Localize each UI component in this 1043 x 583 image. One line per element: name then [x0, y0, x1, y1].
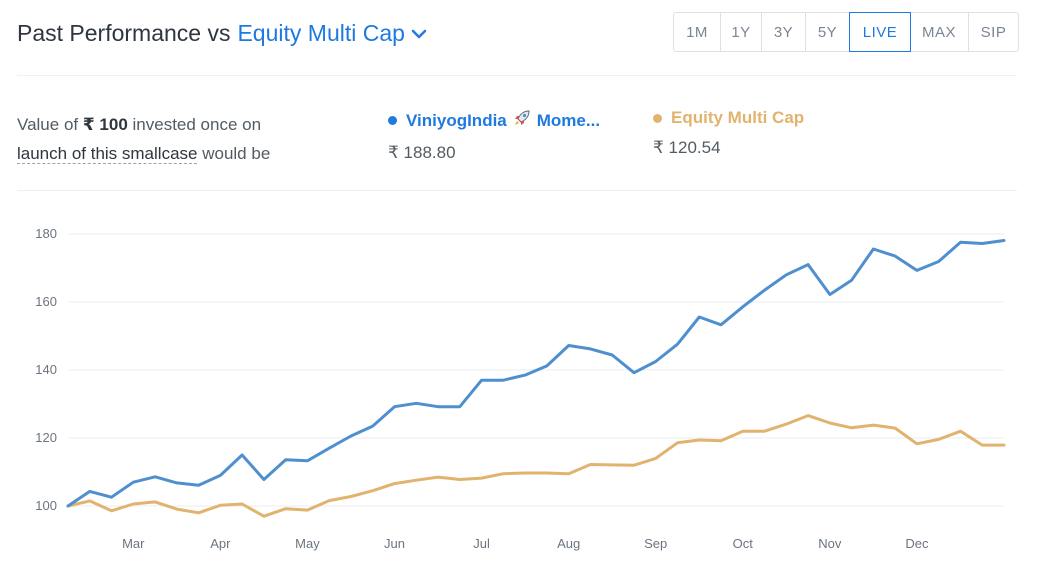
range-3y-button[interactable]: 3Y — [762, 13, 806, 51]
x-tick-label: Jun — [384, 536, 405, 551]
x-tick-label: Jul — [473, 536, 490, 551]
legend-name-suffix[interactable]: Mome... — [536, 110, 601, 130]
launch-link[interactable]: launch of this smallcase — [17, 144, 198, 164]
range-1y-button[interactable]: 1Y — [721, 13, 762, 51]
chart-header: Past Performance vs Equity Multi Cap — [17, 20, 427, 47]
y-tick-label: 120 — [35, 430, 57, 445]
legend-name[interactable]: ViniyogIndia — [406, 110, 507, 130]
legend-value: ₹ 120.54 — [653, 138, 721, 157]
x-tick-label: Apr — [210, 536, 231, 551]
series-dot — [653, 113, 662, 123]
compare-label: Equity Multi Cap — [237, 20, 405, 46]
chevron-down-icon — [411, 29, 427, 38]
summary-text: Value of — [17, 115, 79, 134]
range-sip-button[interactable]: SIP — [980, 23, 1007, 41]
range-1m-button[interactable]: 1M — [674, 13, 721, 51]
series-line-smallcase[interactable] — [66, 239, 1006, 508]
x-tick-label: Dec — [905, 536, 929, 551]
series-line-benchmark[interactable] — [66, 414, 1006, 518]
series-dot — [388, 116, 397, 125]
legend-value: ₹ 188.80 — [388, 143, 456, 162]
investment-summary: Value of ₹ 100 invested once on launch o… — [17, 110, 270, 168]
y-tick-label: 180 — [35, 226, 57, 241]
summary-text: invested once on — [132, 115, 262, 134]
legend-item-smallcase: ViniyogIndia Mome... ₹ 188.80 — [388, 108, 600, 163]
y-tick-label: 160 — [35, 294, 57, 309]
y-tick-label: 140 — [35, 362, 57, 377]
x-tick-label: Nov — [818, 536, 842, 551]
summary-text: would be — [202, 144, 271, 163]
y-tick-label: 100 — [35, 498, 57, 513]
time-range-selector: 1M 1Y 3Y 5Y LIVE MAX SIP — [673, 12, 1019, 52]
x-tick-label: Mar — [122, 536, 145, 551]
range-live-button[interactable]: LIVE — [849, 12, 911, 52]
page-title: Past Performance vs — [17, 20, 231, 46]
divider — [17, 75, 1017, 76]
x-tick-label: Aug — [557, 536, 580, 551]
compare-selector[interactable]: Equity Multi Cap — [237, 20, 427, 47]
legend-item-benchmark: Equity Multi Cap ₹ 120.54 — [653, 108, 804, 158]
legend-name: Equity Multi Cap — [671, 108, 805, 127]
x-tick-label: May — [295, 536, 320, 551]
range-5y-button[interactable]: 5Y — [806, 13, 850, 51]
divider — [17, 190, 1017, 191]
range-max-button[interactable]: MAX — [910, 13, 969, 51]
performance-chart: 100 120 140 160 180 Mar Apr May Jun Jul Aug Sep Oct… — [35, 226, 1006, 551]
rocket-icon — [512, 108, 532, 133]
x-tick-label: Sep — [644, 536, 667, 551]
summary-amount: ₹ 100 — [82, 115, 128, 134]
x-tick-label: Oct — [733, 536, 754, 551]
